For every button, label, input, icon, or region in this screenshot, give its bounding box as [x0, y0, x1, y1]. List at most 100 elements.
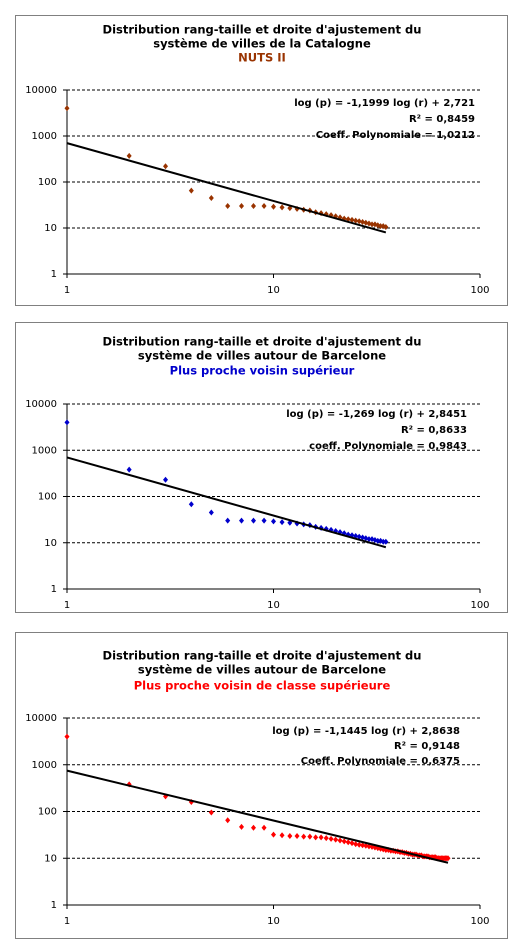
- x-tick-label: 100: [470, 916, 489, 927]
- point: [356, 533, 362, 540]
- y-tick-label: 10: [44, 223, 57, 234]
- annotation: coeff. Polynomiale = 0,9843: [309, 441, 467, 452]
- x-tick-label: 1: [64, 285, 70, 296]
- point: [383, 224, 389, 231]
- y-tick-label: 10000: [25, 713, 57, 724]
- point: [380, 538, 386, 545]
- trendline: [66, 769, 449, 864]
- point: [250, 824, 256, 831]
- panel: [15, 632, 508, 939]
- y-tick-label: 1: [51, 584, 57, 595]
- y-tick-label: 100: [38, 177, 57, 188]
- point: [239, 823, 245, 830]
- point: [337, 214, 343, 221]
- point: [239, 203, 245, 210]
- point: [366, 536, 372, 543]
- point: [271, 518, 276, 525]
- y-tick-label: 1000: [32, 131, 57, 142]
- point: [349, 216, 355, 223]
- chart-title: Distribution rang-taille et droite d'aju…: [103, 649, 422, 663]
- point: [378, 223, 384, 230]
- y-tick-label: 1000: [32, 760, 57, 771]
- point: [208, 194, 214, 201]
- y-tick-label: 100: [38, 492, 57, 503]
- annotation: log (p) = -1,1999 log (r) + 2,721: [294, 98, 475, 109]
- point: [337, 837, 343, 844]
- point: [279, 832, 285, 839]
- y-tick-label: 1000: [32, 445, 57, 456]
- chart-title: Distribution rang-taille et droite d'aju…: [103, 23, 422, 37]
- point: [239, 517, 245, 524]
- point: [225, 203, 231, 210]
- annotation: R² = 0,8459: [409, 114, 475, 125]
- point: [337, 529, 343, 536]
- point: [163, 476, 169, 483]
- point: [271, 831, 276, 838]
- point: [279, 519, 285, 526]
- point: [64, 105, 70, 112]
- y-tick-label: 10: [44, 853, 57, 864]
- x-tick-label: 10: [267, 600, 280, 611]
- point: [445, 855, 451, 862]
- trendline: [66, 456, 387, 549]
- point: [126, 466, 132, 473]
- point: [225, 517, 231, 524]
- point: [163, 163, 169, 170]
- point: [318, 834, 324, 841]
- point: [341, 838, 347, 845]
- point: [250, 517, 256, 524]
- x-tick-label: 10: [267, 285, 280, 296]
- point: [261, 824, 267, 831]
- point: [208, 509, 214, 516]
- point: [294, 832, 300, 839]
- point: [360, 219, 366, 226]
- point: [313, 834, 319, 841]
- point: [188, 501, 194, 508]
- trendline: [66, 142, 387, 234]
- point: [64, 419, 70, 426]
- annotation: R² = 0,8633: [401, 425, 467, 436]
- chart-title: système de villes de la Catalogne: [153, 37, 371, 51]
- point: [307, 833, 313, 840]
- chart-subtitle: Plus proche voisin de classe supérieure: [134, 679, 391, 693]
- x-tick-label: 1: [64, 600, 70, 611]
- y-tick-label: 10: [44, 538, 57, 549]
- y-tick-label: 10000: [25, 399, 57, 410]
- point: [369, 221, 375, 228]
- point: [360, 842, 366, 849]
- annotation: Coeff. Polynomiale = 1,0212: [316, 130, 475, 141]
- point: [356, 218, 362, 225]
- annotation: R² = 0,9148: [394, 741, 460, 752]
- annotation: log (p) = -1,269 log (r) + 2,8451: [286, 409, 467, 420]
- y-tick-label: 100: [38, 807, 57, 818]
- chart-subtitle: NUTS II: [238, 51, 286, 65]
- y-tick-label: 1: [51, 269, 57, 280]
- point: [271, 203, 276, 210]
- point: [250, 203, 256, 210]
- point: [301, 833, 307, 840]
- point: [375, 537, 381, 544]
- x-tick-label: 10: [267, 916, 280, 927]
- chart-title: Distribution rang-taille et droite d'aju…: [103, 335, 422, 349]
- panel: [15, 15, 508, 306]
- chart-title: système de villes autour de Barcelone: [138, 349, 386, 363]
- point: [225, 817, 231, 824]
- panel: [15, 322, 508, 613]
- point: [323, 835, 329, 842]
- point: [360, 534, 366, 541]
- point: [345, 839, 351, 846]
- point: [328, 835, 334, 842]
- point: [333, 836, 339, 843]
- point: [353, 217, 359, 224]
- point: [349, 840, 355, 847]
- point: [279, 204, 285, 211]
- y-tick-label: 1: [51, 900, 57, 911]
- annotation: log (p) = -1,1445 log (r) + 2,8638: [272, 726, 460, 737]
- point: [261, 517, 267, 524]
- point: [188, 187, 194, 194]
- point: [383, 538, 389, 545]
- point: [353, 841, 359, 848]
- point: [356, 841, 362, 848]
- point: [208, 809, 214, 816]
